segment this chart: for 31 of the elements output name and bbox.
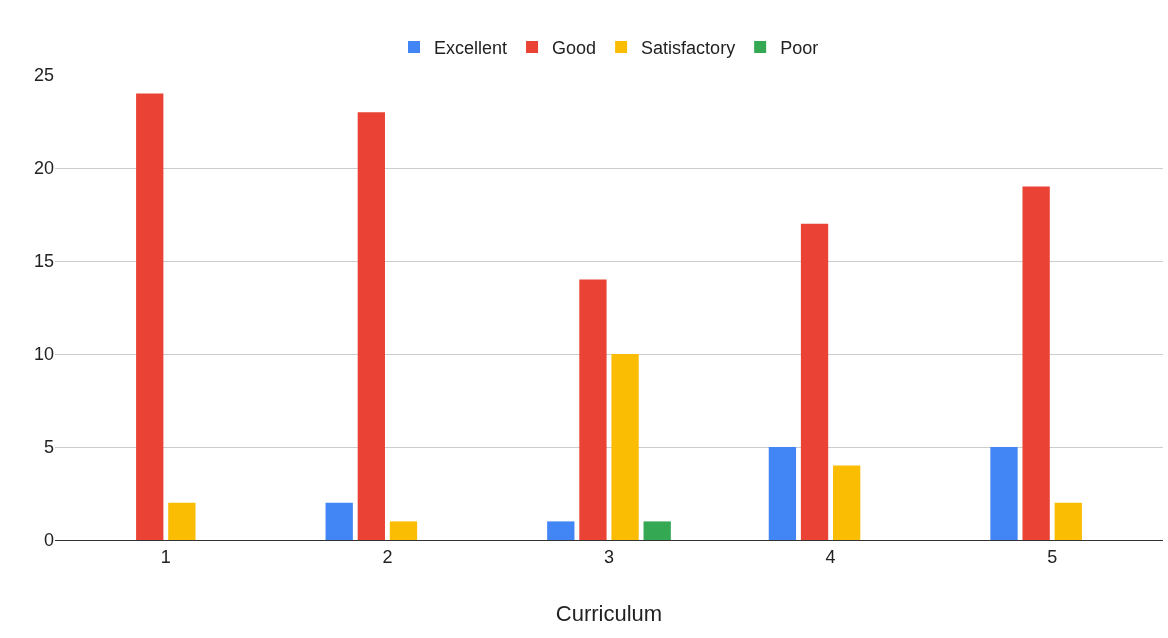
bar (579, 279, 607, 540)
legend-label: Good (552, 37, 597, 58)
x-tick-label: 1 (160, 546, 171, 567)
bar (833, 465, 861, 540)
bar (357, 112, 385, 540)
bar (136, 93, 164, 540)
x-tick-label: 3 (603, 546, 615, 567)
y-tick-label: 20 (33, 158, 54, 179)
y-tick-label: 25 (33, 65, 54, 86)
x-tick-label: 2 (382, 546, 393, 567)
bar (547, 521, 575, 540)
bar (990, 447, 1018, 540)
bar (611, 354, 639, 540)
bar (1054, 502, 1082, 540)
bar (768, 447, 797, 540)
y-tick-label: 15 (33, 251, 54, 272)
y-tick-label: 5 (43, 437, 54, 458)
x-axis-title: Curriculum (555, 601, 663, 627)
bar (389, 521, 418, 540)
y-tick-label: 0 (43, 530, 54, 551)
x-tick-label: 5 (1047, 546, 1058, 567)
legend-label: Poor (780, 37, 819, 58)
bar (168, 502, 196, 540)
legend-label: Excellent (434, 37, 508, 58)
bar (325, 502, 353, 540)
x-tick-label: 4 (825, 546, 836, 567)
bar (643, 521, 671, 540)
bar (800, 223, 829, 540)
legend-label: Satisfactory (641, 37, 736, 58)
bar (1022, 186, 1050, 540)
y-tick-label: 10 (33, 344, 54, 365)
